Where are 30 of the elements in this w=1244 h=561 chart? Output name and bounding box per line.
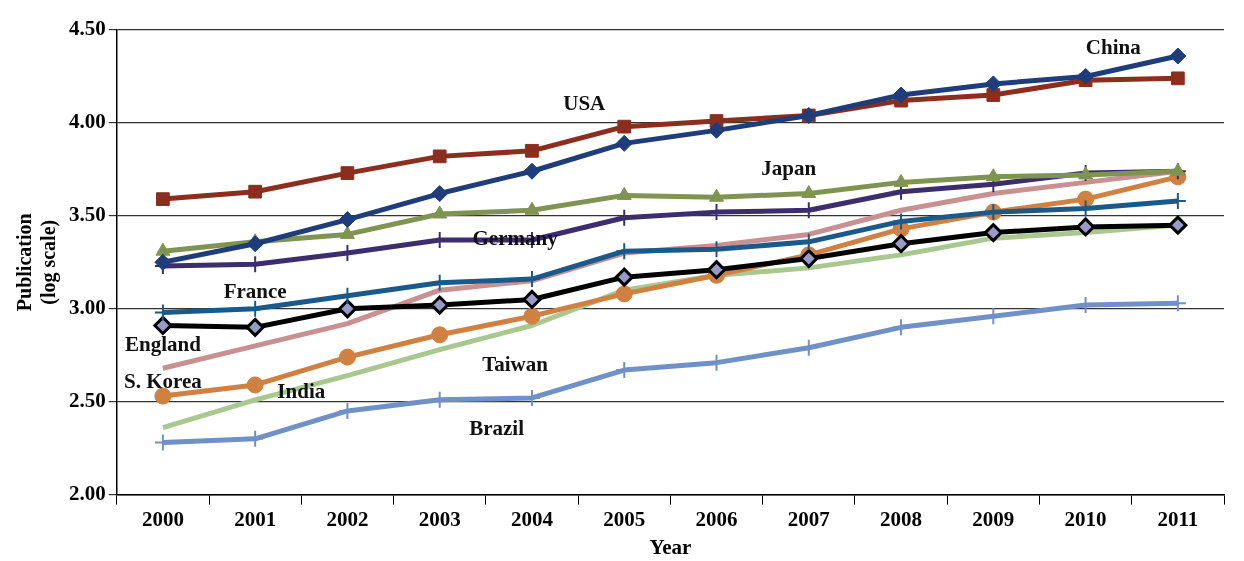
series-label: S. Korea [123, 368, 203, 393]
y-tick-label: 4.00 [69, 109, 106, 134]
series-label: France [223, 279, 287, 304]
x-tick-label: 2011 [1157, 506, 1199, 531]
series-label: China [1085, 34, 1142, 59]
series-label: England [124, 331, 202, 356]
x-tick-label: 2008 [880, 506, 923, 531]
series-label: USA [563, 91, 607, 116]
y-tick-label: 2.00 [69, 481, 106, 506]
y-tick-label: 4.50 [69, 16, 106, 41]
y-tick-label: 3.50 [69, 202, 106, 227]
x-tick-label: 2000 [141, 506, 184, 531]
x-tick-label: 2005 [603, 506, 646, 531]
x-tick-label: 2004 [510, 506, 554, 531]
y-tick-label: 2.50 [69, 388, 106, 413]
x-tick-label: 2010 [1064, 506, 1107, 531]
y-axis-title: Publication (log scale) [13, 213, 61, 312]
x-tick-label: 2006 [695, 506, 738, 531]
series-label: Japan [761, 155, 817, 180]
y-tick-label: 3.00 [69, 295, 106, 320]
x-tick-label: 2003 [418, 506, 461, 531]
series-label: Germany [472, 226, 559, 251]
series-label: India [277, 379, 326, 404]
series-label: Taiwan [482, 351, 549, 376]
x-tick-label: 2002 [326, 506, 369, 531]
x-axis-title: Year [649, 534, 692, 559]
x-tick-label: 2009 [972, 506, 1015, 531]
x-tick-label: 2001 [234, 506, 277, 531]
series-label: Brazil [469, 415, 525, 440]
x-tick-label: 2007 [787, 506, 830, 531]
